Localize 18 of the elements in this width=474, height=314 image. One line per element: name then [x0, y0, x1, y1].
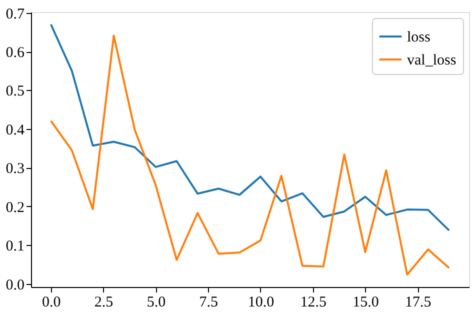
y-tick-label: 0.0	[6, 277, 24, 294]
legend-label: loss	[407, 30, 431, 46]
x-tick-label: 17.5	[405, 294, 432, 310]
y-tick-label: 0.7	[6, 6, 25, 22]
x-tick-label: 15.0	[352, 294, 379, 310]
y-tick-label: 0.4	[6, 122, 25, 138]
x-tick-label: 2.5	[94, 294, 114, 310]
y-tick-label: 0.6	[6, 45, 25, 62]
y-tick-label: 0.3	[6, 161, 24, 178]
x-tick-label: 5.0	[146, 294, 166, 310]
legend-label: val_loss	[407, 52, 456, 68]
y-tick-label: 0.2	[6, 200, 24, 216]
x-tick-label: 10.0	[248, 294, 274, 310]
x-tick-label: 12.5	[300, 294, 326, 310]
y-tick-label: 0.1	[6, 238, 24, 255]
x-tick-label: 7.5	[199, 294, 218, 310]
x-tick-label: 0.0	[42, 294, 61, 310]
y-tick-label: 0.5	[6, 84, 24, 100]
